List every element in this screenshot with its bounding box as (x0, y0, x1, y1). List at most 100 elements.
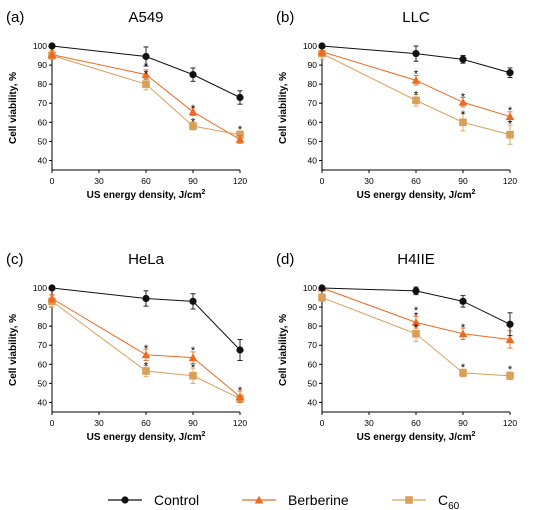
legend-label: C60 (438, 492, 460, 510)
data-point-control (236, 93, 244, 102)
x-tick-label: 120 (233, 418, 247, 428)
significance-star: * (414, 69, 419, 81)
x-tick-label: 30 (364, 418, 374, 428)
x-tick-label: 90 (458, 418, 468, 428)
x-tick-label: 0 (50, 176, 55, 186)
significance-star: * (238, 124, 243, 136)
data-point-c60 (412, 96, 420, 105)
x-tick-label: 30 (94, 418, 104, 428)
chart-panel-3: (c) HeLa 40 50 60 70 80 90 100 0 30 60 90 120 US energ… (6, 251, 247, 443)
y-tick-label: 100 (303, 41, 317, 51)
data-point-berberine (47, 50, 57, 59)
legend: Control Berberine C60 (108, 492, 460, 510)
data-point-berberine (47, 294, 57, 302)
data-point-control (142, 52, 150, 61)
x-axis-label-superscript: 2 (201, 189, 205, 196)
x-tick-label: 90 (458, 176, 468, 186)
panel-title: LLC (402, 9, 430, 26)
data-point-c60 (412, 329, 420, 338)
x-tick-label: 120 (503, 176, 517, 186)
y-tick-label: 60 (38, 117, 48, 127)
y-tick-label: 40 (308, 397, 318, 407)
y-tick-label: 40 (38, 397, 48, 407)
significance-star: * (461, 109, 466, 121)
y-tick-label: 90 (308, 302, 318, 312)
y-tick-label: 80 (308, 321, 318, 331)
series-line-control (321, 45, 511, 74)
data-point-c60 (459, 118, 467, 127)
x-tick-label: 30 (364, 176, 374, 186)
x-axis-label-superscript: 2 (471, 431, 475, 438)
x-tick-label: 0 (320, 176, 325, 186)
panel-title: HeLa (128, 251, 165, 268)
x-tick-label: 0 (50, 418, 55, 428)
y-tick-label: 100 (33, 283, 47, 293)
data-point-c60 (506, 130, 514, 139)
data-point-c60 (459, 369, 467, 377)
data-point-control (236, 346, 244, 354)
series-line-c60 (51, 55, 241, 136)
y-tick-label: 50 (38, 136, 48, 146)
x-tick-label: 60 (141, 176, 151, 186)
data-point-berberine (505, 335, 515, 343)
y-tick-label: 90 (38, 60, 48, 70)
x-axis-label: US energy density, J/cm2 (87, 431, 206, 443)
x-tick-label: 120 (503, 418, 517, 428)
y-tick-label: 100 (33, 41, 47, 51)
data-point-control (48, 284, 56, 292)
significance-star: * (414, 305, 419, 317)
significance-star: * (191, 103, 196, 115)
data-point-berberine (235, 392, 245, 401)
x-tick-label: 120 (233, 176, 247, 186)
significance-star: * (414, 322, 419, 334)
significance-star: * (144, 69, 149, 81)
significance-star: * (144, 61, 149, 73)
series-line-berberine (321, 51, 511, 118)
significance-star: * (508, 118, 513, 130)
x-axis-label: US energy density, J/cm2 (357, 189, 476, 201)
data-point-berberine (458, 329, 468, 338)
legend-marker (405, 496, 413, 504)
data-point-berberine (188, 107, 198, 116)
x-axis-label: US energy density, J/cm2 (357, 431, 476, 443)
y-tick-label: 80 (308, 79, 318, 89)
y-axis-label: Cell viability, % (8, 72, 19, 144)
y-tick-label: 100 (303, 283, 317, 293)
panel-title: H4IIE (397, 251, 435, 268)
x-axis-label-text: US energy density, J/cm (357, 432, 472, 443)
y-tick-label: 60 (38, 359, 48, 369)
data-point-c60 (236, 130, 244, 139)
chart-panel-4: (d) H4IIE 40 50 60 70 80 90 100 0 30 60 90 120 US ener… (276, 251, 517, 443)
x-tick-label: 60 (411, 418, 421, 428)
data-point-control (318, 42, 326, 50)
y-tick-label: 70 (308, 340, 318, 350)
data-point-berberine (411, 76, 421, 84)
significance-star: * (461, 322, 466, 334)
legend-label-text: C (438, 492, 448, 508)
significance-star: * (144, 343, 149, 355)
x-tick-label: 0 (320, 418, 325, 428)
y-tick-label: 70 (38, 340, 48, 350)
legend-marker (254, 495, 264, 504)
significance-star: * (144, 360, 149, 372)
y-tick-label: 70 (308, 98, 318, 108)
data-point-berberine (411, 318, 421, 326)
panel-letter: (c) (6, 251, 24, 268)
y-axis-label: Cell viability, % (8, 314, 19, 386)
legend-item-1: Control (108, 492, 199, 508)
y-axis-label: Cell viability, % (278, 314, 289, 386)
data-point-berberine (458, 97, 468, 106)
y-tick-label: 90 (308, 60, 318, 70)
legend-item-3: C60 (392, 492, 460, 510)
legend-label-text: Berberine (288, 492, 349, 508)
data-point-c60 (318, 293, 326, 302)
series-line-berberine (51, 298, 241, 398)
legend-label: Control (154, 492, 199, 508)
data-point-berberine (505, 112, 515, 121)
y-tick-label: 80 (38, 321, 48, 331)
data-point-control (318, 284, 326, 292)
y-tick-label: 40 (308, 155, 318, 165)
series-line-berberine (51, 54, 241, 140)
y-tick-label: 50 (308, 378, 318, 388)
data-point-c60 (189, 122, 197, 130)
